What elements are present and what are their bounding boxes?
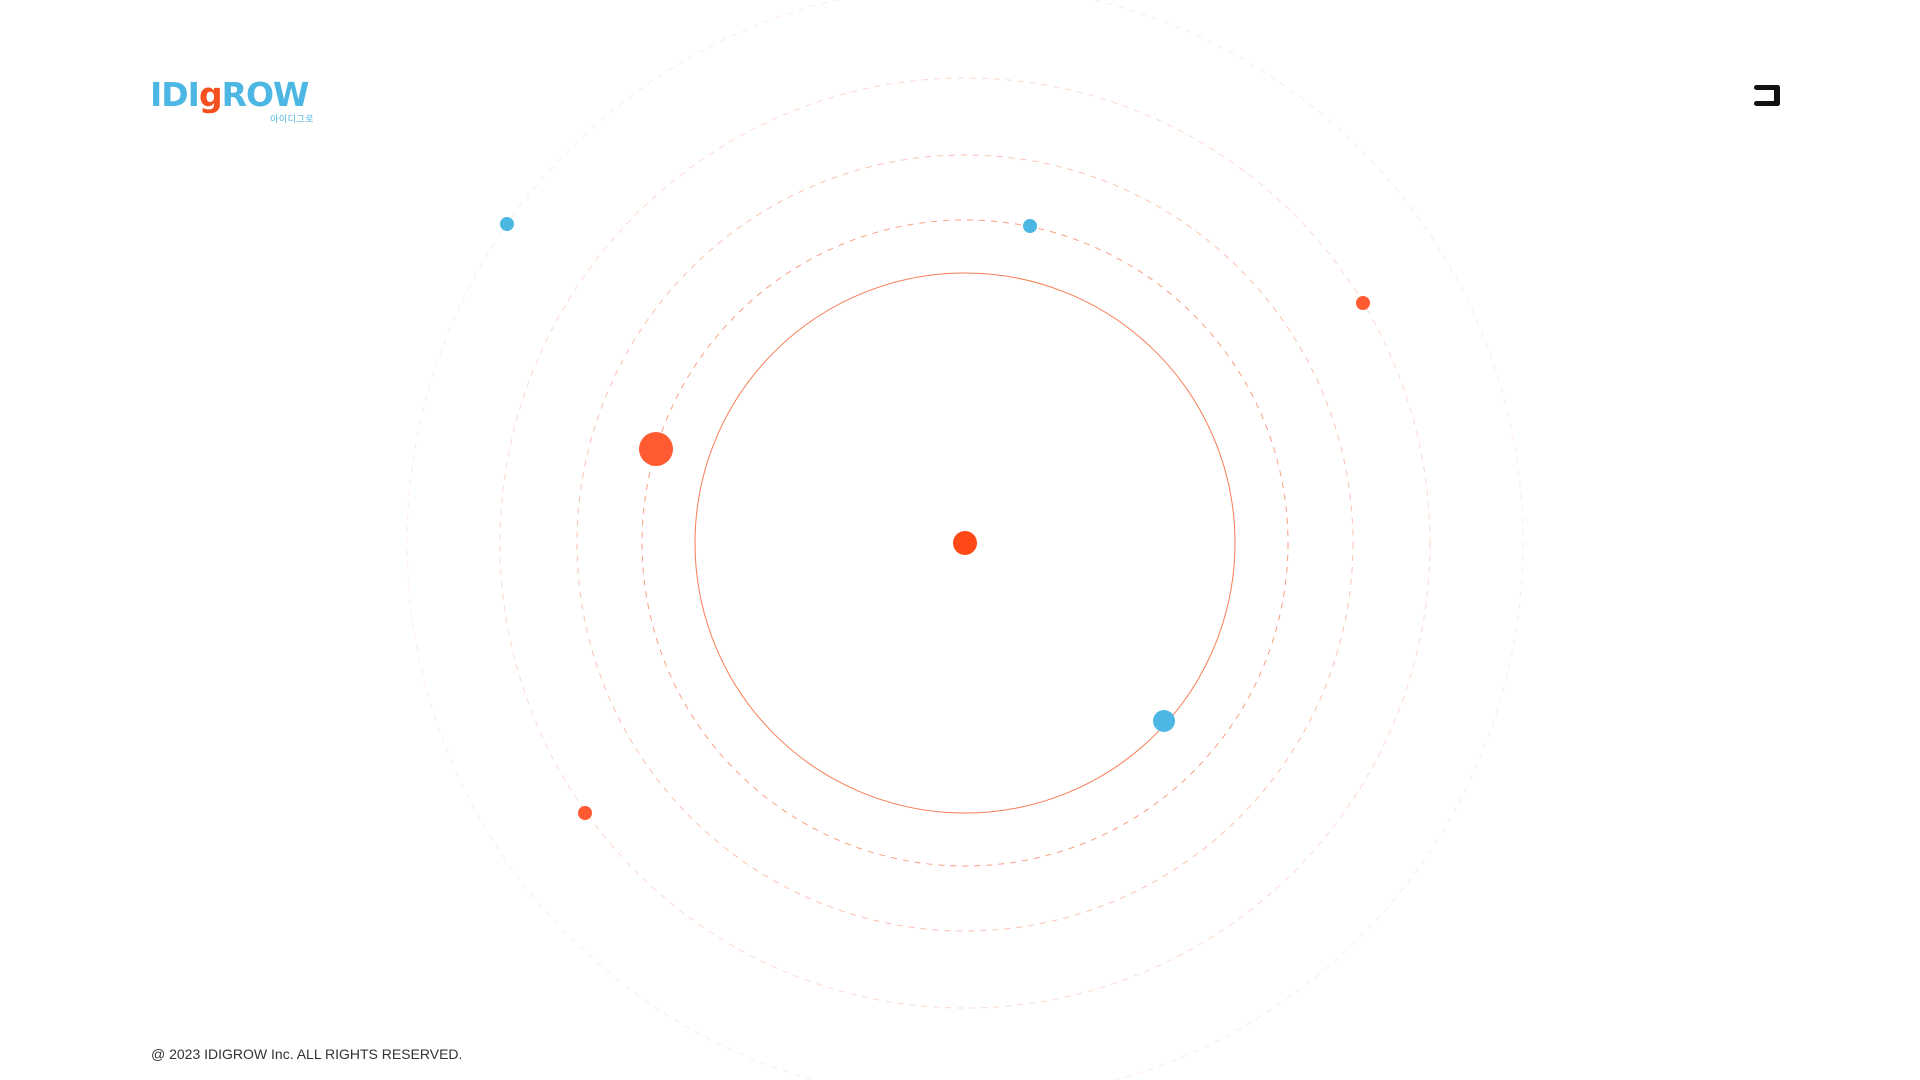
logo-subtext: 아이디그로 [270, 115, 314, 125]
logo-text-g: g [198, 75, 223, 114]
orbit-ring-4 [499, 77, 1431, 1009]
menu-bar-top [1754, 85, 1780, 90]
logo-text-row: ROW [221, 75, 310, 114]
logo-link[interactable]: IDIgROW 아이디그로 [150, 78, 320, 128]
copyright-text: @ 2023 IDIGROW Inc. ALL RIGHTS RESERVED. [151, 1046, 463, 1062]
orbit-dot-orange-right [1356, 296, 1370, 310]
orbit-ring-2 [641, 219, 1289, 867]
orbit-dot-blue-left [500, 217, 514, 231]
logo-wordmark: IDIgROW [150, 75, 310, 114]
orbit-ring-5 [406, 0, 1524, 1080]
logo-text-idi: IDI [150, 75, 200, 114]
center-dot [953, 531, 977, 555]
menu-bar-side [1774, 85, 1780, 106]
orbit-ring-1 [694, 272, 1236, 814]
orbit-ring-3 [576, 154, 1354, 932]
orbit-dot-orange-large [639, 432, 673, 466]
orbit-dot-blue-top [1023, 219, 1037, 233]
orbit-dot-blue-large [1153, 710, 1175, 732]
hamburger-menu-icon[interactable] [1754, 84, 1784, 110]
orbit-dot-orange-bottom [578, 806, 592, 820]
menu-bar-bottom [1754, 101, 1780, 106]
